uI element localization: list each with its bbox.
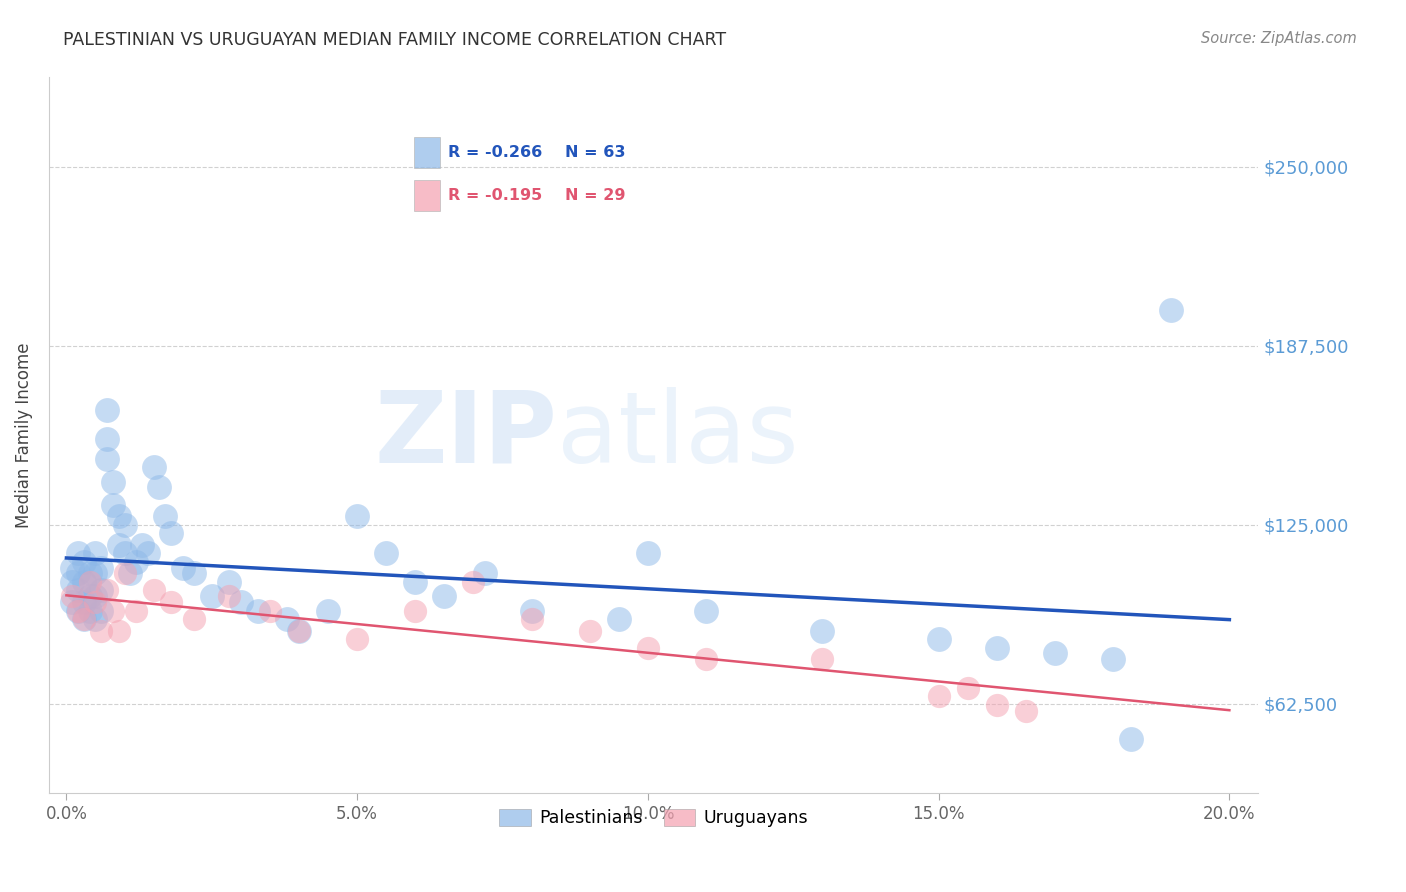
Point bbox=[90, 624, 112, 638]
Point bbox=[155, 509, 177, 524]
Point bbox=[73, 612, 96, 626]
Point bbox=[1160, 303, 1182, 318]
Point bbox=[79, 574, 101, 589]
Point bbox=[90, 583, 112, 598]
Point bbox=[183, 566, 205, 581]
Point bbox=[101, 603, 124, 617]
Y-axis label: Median Family Income: Median Family Income bbox=[15, 343, 32, 528]
Point bbox=[73, 555, 96, 569]
Point bbox=[695, 652, 717, 666]
Point bbox=[84, 612, 107, 626]
Point bbox=[73, 574, 96, 589]
Point bbox=[160, 526, 183, 541]
Point bbox=[433, 589, 456, 603]
Point bbox=[1119, 732, 1142, 747]
Point bbox=[404, 603, 426, 617]
Point bbox=[404, 574, 426, 589]
Point bbox=[60, 574, 83, 589]
Point bbox=[346, 632, 368, 647]
Point bbox=[67, 603, 90, 617]
Point bbox=[96, 432, 118, 446]
Point bbox=[288, 624, 311, 638]
Legend: Palestinians, Uruguayans: Palestinians, Uruguayans bbox=[492, 802, 815, 834]
Point bbox=[201, 589, 224, 603]
Point bbox=[142, 583, 165, 598]
Point bbox=[520, 603, 543, 617]
Point bbox=[218, 574, 240, 589]
Point bbox=[316, 603, 339, 617]
Point bbox=[125, 603, 148, 617]
Text: atlas: atlas bbox=[557, 387, 799, 483]
Point bbox=[346, 509, 368, 524]
Point bbox=[229, 595, 252, 609]
Point bbox=[125, 555, 148, 569]
Point bbox=[578, 624, 600, 638]
Point bbox=[218, 589, 240, 603]
Point bbox=[107, 509, 129, 524]
Point bbox=[60, 589, 83, 603]
Point bbox=[259, 603, 281, 617]
Point bbox=[637, 546, 659, 560]
Point bbox=[84, 546, 107, 560]
Point bbox=[96, 403, 118, 417]
Point bbox=[1102, 652, 1125, 666]
Point bbox=[84, 566, 107, 581]
Point bbox=[101, 498, 124, 512]
Point bbox=[114, 517, 136, 532]
Point bbox=[172, 560, 194, 574]
Point bbox=[131, 538, 153, 552]
Point bbox=[107, 624, 129, 638]
Point bbox=[928, 690, 950, 704]
Point bbox=[811, 652, 834, 666]
Point bbox=[60, 595, 83, 609]
Point bbox=[288, 624, 311, 638]
Point bbox=[67, 566, 90, 581]
Point bbox=[79, 589, 101, 603]
Point bbox=[84, 589, 107, 603]
Point bbox=[101, 475, 124, 489]
Point bbox=[67, 583, 90, 598]
Point bbox=[90, 560, 112, 574]
Point bbox=[96, 451, 118, 466]
Point bbox=[107, 538, 129, 552]
Point bbox=[183, 612, 205, 626]
Point bbox=[148, 480, 170, 494]
Point bbox=[956, 681, 979, 695]
Point bbox=[986, 698, 1008, 712]
Point bbox=[67, 546, 90, 560]
Point bbox=[114, 546, 136, 560]
Point bbox=[84, 595, 107, 609]
Point bbox=[520, 612, 543, 626]
Point bbox=[73, 612, 96, 626]
Point bbox=[60, 560, 83, 574]
Point bbox=[1043, 647, 1066, 661]
Point bbox=[247, 603, 270, 617]
Point bbox=[120, 566, 142, 581]
Point bbox=[276, 612, 298, 626]
Point bbox=[79, 603, 101, 617]
Point bbox=[637, 640, 659, 655]
Point bbox=[986, 640, 1008, 655]
Point bbox=[114, 566, 136, 581]
Point bbox=[375, 546, 398, 560]
Point bbox=[607, 612, 630, 626]
Point bbox=[136, 546, 159, 560]
Text: Source: ZipAtlas.com: Source: ZipAtlas.com bbox=[1201, 31, 1357, 46]
Point bbox=[463, 574, 485, 589]
Point bbox=[67, 603, 90, 617]
Point bbox=[79, 566, 101, 581]
Point bbox=[811, 624, 834, 638]
Point bbox=[73, 595, 96, 609]
Point bbox=[474, 566, 496, 581]
Text: PALESTINIAN VS URUGUAYAN MEDIAN FAMILY INCOME CORRELATION CHART: PALESTINIAN VS URUGUAYAN MEDIAN FAMILY I… bbox=[63, 31, 727, 49]
Point bbox=[928, 632, 950, 647]
Point bbox=[695, 603, 717, 617]
Point bbox=[96, 583, 118, 598]
Text: ZIP: ZIP bbox=[374, 387, 557, 483]
Point bbox=[1015, 704, 1038, 718]
Point bbox=[142, 460, 165, 475]
Point bbox=[90, 603, 112, 617]
Point bbox=[160, 595, 183, 609]
